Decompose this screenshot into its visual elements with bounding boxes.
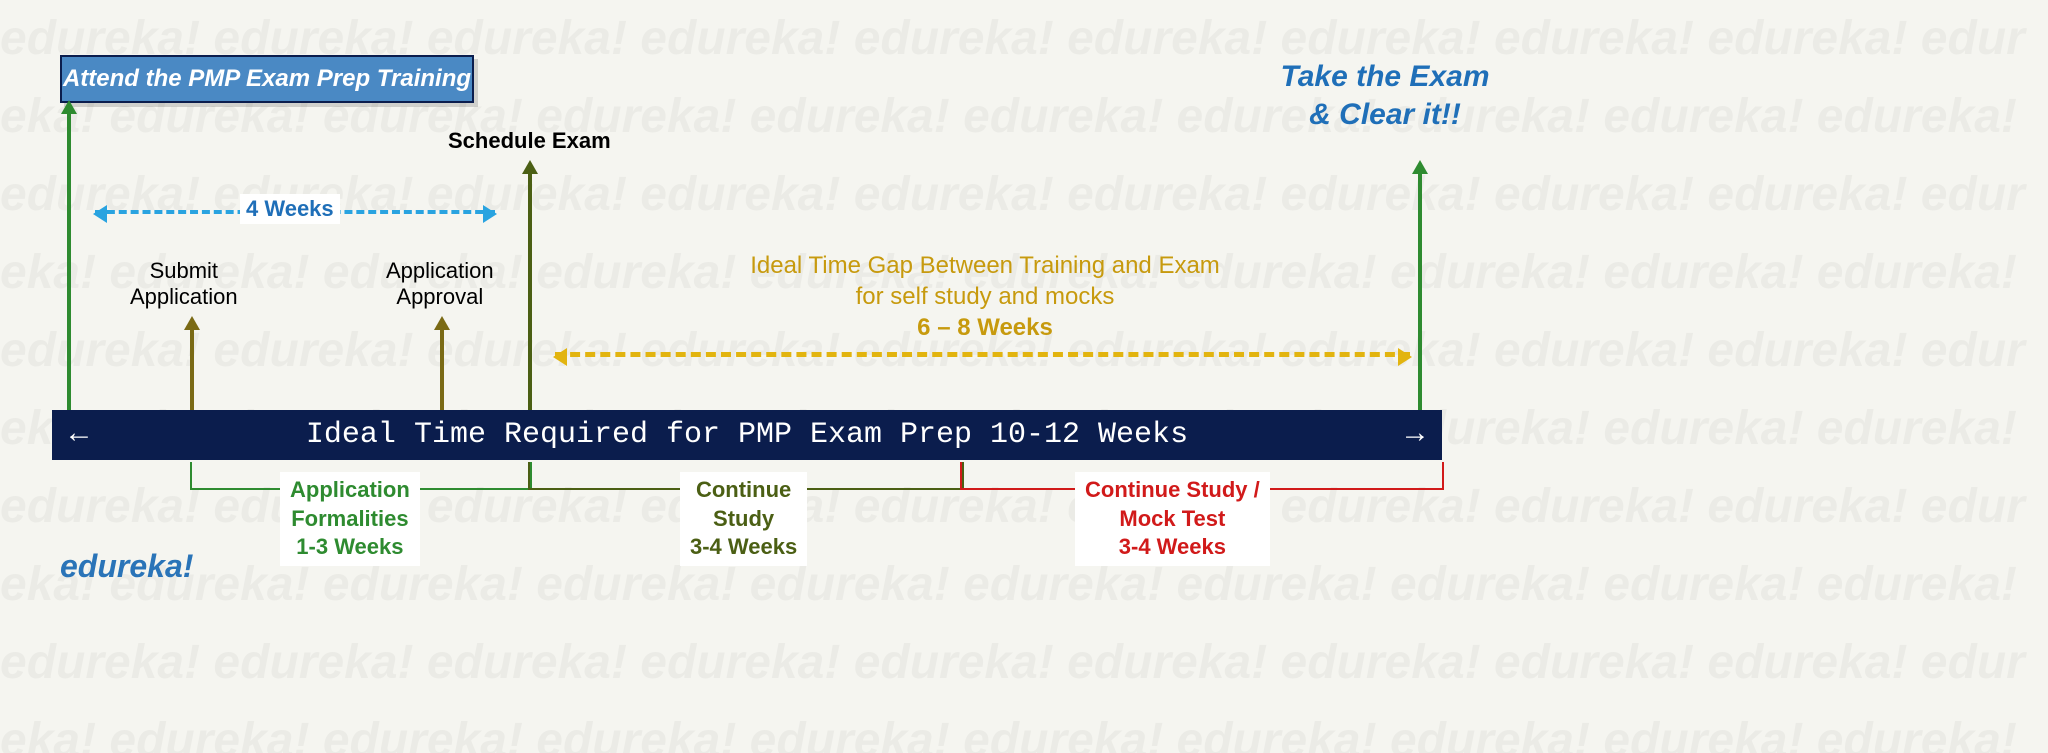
label-take-exam: Take the Exam & Clear it!! — [1270, 58, 1500, 133]
label-approval: Application Approval — [386, 258, 494, 311]
timeline-label: Ideal Time Required for PMP Exam Prep 10… — [306, 418, 1188, 452]
label-phase1: Application Formalities 1-3 Weeks — [280, 472, 420, 566]
timeline-bar: ← Ideal Time Required for PMP Exam Prep … — [52, 410, 1442, 460]
label-phase2: Continue Study 3-4 Weeks — [680, 472, 807, 566]
label-gold: Ideal Time Gap Between Training and Exam… — [740, 250, 1230, 344]
arrow-training-head — [61, 100, 77, 114]
span-4weeks-l — [93, 205, 107, 223]
label-schedule: Schedule Exam — [448, 128, 611, 154]
header-title: Attend the PMP Exam Prep Training — [63, 65, 471, 93]
arrow-schedule-head — [522, 160, 538, 174]
logo: edureka! — [60, 548, 193, 585]
arrow-schedule — [528, 172, 532, 410]
watermark: edureka! edureka! edureka! edureka! edur… — [0, 0, 2048, 753]
arrow-training — [67, 110, 71, 410]
timeline-arrow-left: ← — [70, 418, 88, 452]
span-4weeks-r — [483, 205, 497, 223]
timeline-arrow-right: → — [1406, 418, 1424, 452]
label-phase3: Continue Study / Mock Test 3-4 Weeks — [1075, 472, 1270, 566]
arrow-take-exam — [1418, 172, 1422, 410]
arrow-submit — [190, 328, 194, 410]
label-submit: Submit Application — [130, 258, 238, 311]
span-gold-r — [1398, 348, 1412, 366]
span-gold — [555, 352, 1410, 357]
span-gold-l — [553, 348, 567, 366]
arrow-take-exam-head — [1412, 160, 1428, 174]
arrow-approval — [440, 328, 444, 410]
header-bar: Attend the PMP Exam Prep Training — [60, 55, 474, 103]
label-4weeks: 4 Weeks — [240, 194, 340, 224]
arrow-submit-head — [184, 316, 200, 330]
arrow-approval-head — [434, 316, 450, 330]
